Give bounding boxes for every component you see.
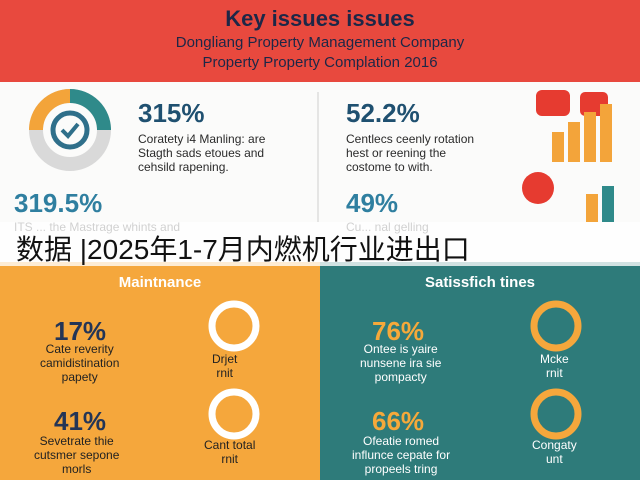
text-line: hest or reening the — [346, 146, 447, 160]
text-line: Coratety i4 Manling: are — [138, 132, 266, 146]
text-line: Stagth sads etoues and — [138, 146, 265, 160]
bar-icon — [568, 122, 580, 162]
panel-title: Satissfich tines — [424, 274, 536, 291]
rings — [208, 300, 582, 440]
text-line: cutsmer sepone — [34, 448, 120, 462]
gauge-arc — [29, 89, 71, 131]
check — [60, 122, 80, 139]
text-line: rnit — [221, 452, 239, 466]
stat-value: 49% — [346, 188, 399, 218]
ring-label: Drjet rnit — [212, 352, 237, 380]
text-line: Mcke — [540, 352, 569, 366]
title: Key issues issues — [225, 6, 415, 31]
text-line: rnit — [216, 366, 233, 380]
text-line: camidistination — [40, 356, 120, 370]
bar-icon — [600, 104, 612, 162]
stat-value: 76% — [372, 316, 425, 346]
text-line: Congaty — [532, 438, 577, 452]
ring — [208, 388, 260, 440]
stat-desc: Coratety i4 Manling: are Stagth sads etou… — [138, 132, 265, 174]
bar-icon — [602, 186, 614, 222]
text-line: morls — [62, 462, 92, 476]
bar-icon — [552, 132, 564, 162]
panel-title: Maintnance — [118, 274, 202, 291]
text-line: pompacty — [374, 370, 427, 384]
stat-desc: Cate reverity camidistination papety — [40, 342, 119, 384]
bubble-icon — [536, 90, 570, 116]
text-line: influnce cepate for — [352, 448, 451, 462]
ring-label: Cant total rnit — [204, 438, 255, 466]
text-line: propeels tring — [364, 462, 438, 476]
text-line: Cant total — [204, 438, 256, 452]
stat-value: 17% — [54, 316, 107, 346]
text-line: costome to with. — [346, 160, 433, 174]
ring — [530, 300, 582, 352]
text-line: papety — [61, 370, 98, 384]
text-line: Cate reverity — [45, 342, 114, 356]
subtitle: Property Property Complation 2016 — [202, 54, 438, 71]
ring — [530, 388, 582, 440]
text-line: nunsene ira sie — [360, 356, 442, 370]
ring-label: Congaty unt — [532, 438, 577, 466]
text-line: Ofeatie romed — [363, 434, 440, 448]
stat-desc: Sevetrate thie cutsmer sepone morls — [34, 434, 119, 476]
text-line: rnit — [546, 366, 563, 380]
text-line: Centlecs ceenly rotation — [346, 132, 475, 146]
stat-value: 41% — [54, 406, 107, 436]
stat-value: 315% — [138, 98, 205, 128]
subtitle: Dongliang Property Management Company — [175, 34, 465, 51]
gear — [50, 110, 90, 150]
gauge-arc — [69, 89, 111, 131]
panel-left — [0, 262, 320, 480]
stat-desc: Ontee is yaire nunsene ira sie pompacty — [360, 342, 441, 384]
icons — [29, 89, 614, 222]
text-line: unt — [546, 452, 563, 466]
text-line: Ontee is yaire — [363, 342, 438, 356]
stat-value: 66% — [372, 406, 425, 436]
bubble-icon — [522, 172, 554, 204]
panel-right — [320, 262, 640, 480]
stat-value: 52.2% — [346, 98, 420, 128]
bar-icon — [584, 112, 596, 162]
caption: 数据 |2025年1-7月内燃机行业进出口 — [16, 234, 470, 265]
header-band — [0, 0, 640, 82]
text-line: cehsild rapening. — [138, 160, 229, 174]
caption-band — [0, 222, 640, 266]
bar-icon — [586, 194, 598, 222]
ring — [208, 300, 260, 352]
stat-desc: Ofeatie romed influnce cepate for propeels… — [352, 434, 450, 476]
text-line: Drjet — [212, 352, 238, 366]
text-line: Sevetrate thie — [39, 434, 114, 448]
stat-value: 319.5% — [14, 188, 103, 218]
ring-label: Mcke rnit — [540, 352, 569, 380]
stat-desc: Centlecs ceenly rotation hest or reening … — [346, 132, 474, 174]
